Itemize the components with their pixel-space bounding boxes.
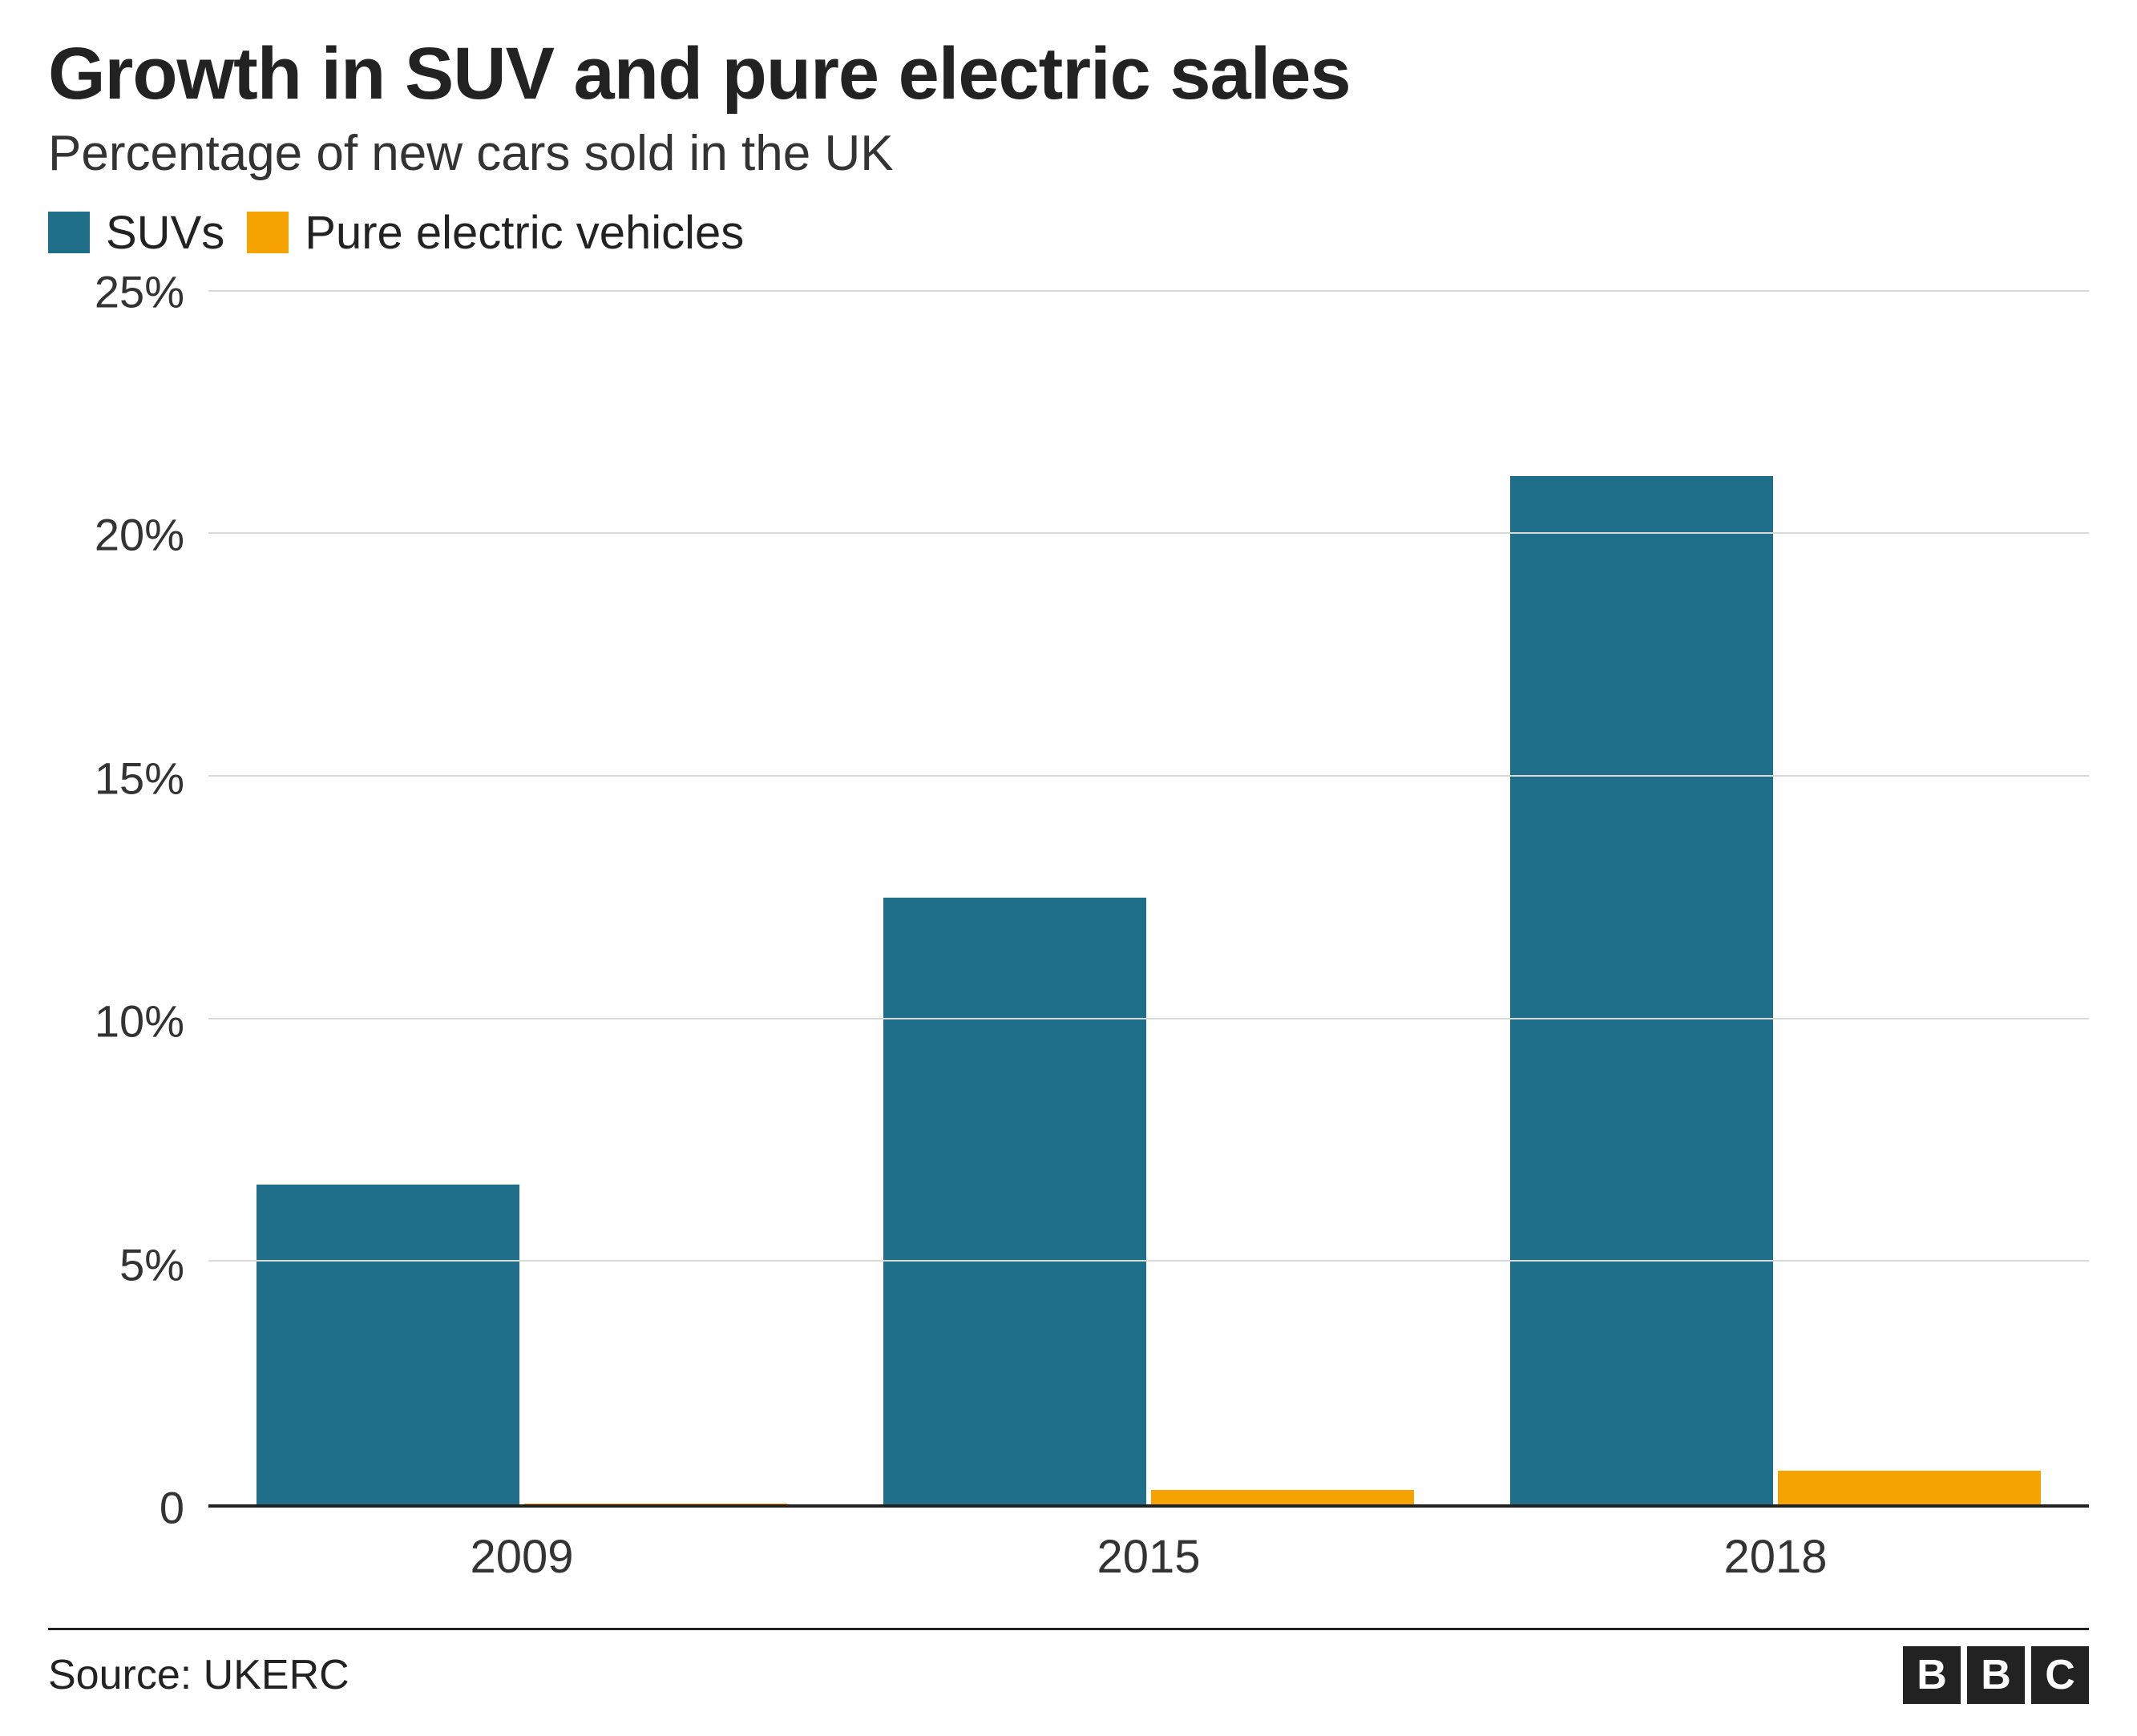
- y-tick-label: 20%: [95, 509, 184, 561]
- bbc-logo-block: B: [1903, 1646, 1961, 1704]
- bbc-logo: BBC: [1903, 1646, 2089, 1704]
- bar: [883, 898, 1146, 1504]
- y-tick-label: 0: [160, 1482, 184, 1534]
- x-tick-label: 2015: [835, 1508, 1462, 1604]
- gridline: [208, 1018, 2089, 1019]
- legend: SUVs Pure electric vehicles: [48, 206, 2089, 260]
- legend-swatch-evs: [247, 212, 289, 253]
- bar: [257, 1185, 519, 1504]
- legend-label-suvs: SUVs: [106, 206, 224, 260]
- chart-container: Growth in SUV and pure electric sales Pe…: [0, 0, 2137, 1736]
- y-tick-label: 10%: [95, 995, 184, 1048]
- gridline: [208, 532, 2089, 534]
- gridline: [208, 290, 2089, 292]
- y-tick-label: 15%: [95, 752, 184, 804]
- legend-item-evs: Pure electric vehicles: [247, 206, 744, 260]
- x-tick-label: 2018: [1462, 1508, 2089, 1604]
- chart-area: 05%10%15%20%25% 200920152018: [48, 292, 2089, 1604]
- y-tick-label: 25%: [95, 265, 184, 317]
- bar: [1151, 1490, 1414, 1504]
- y-axis: 05%10%15%20%25%: [48, 292, 208, 1508]
- source-label: Source: UKERC: [48, 1651, 349, 1699]
- chart-title: Growth in SUV and pure electric sales: [48, 32, 2089, 117]
- chart-subtitle: Percentage of new cars sold in the UK: [48, 125, 2089, 182]
- bar-group: [835, 292, 1462, 1504]
- legend-swatch-suvs: [48, 212, 90, 253]
- gridline: [208, 1260, 2089, 1262]
- x-tick-label: 2009: [208, 1508, 835, 1604]
- bbc-logo-block: B: [1967, 1646, 2025, 1704]
- gridline: [208, 775, 2089, 777]
- plot-area: [208, 292, 2089, 1508]
- bbc-logo-block: C: [2031, 1646, 2089, 1704]
- chart-footer: Source: UKERC BBC: [48, 1628, 2089, 1704]
- bar-groups: [208, 292, 2089, 1504]
- legend-label-evs: Pure electric vehicles: [305, 206, 744, 260]
- y-tick-label: 5%: [119, 1238, 184, 1290]
- bar-group: [208, 292, 835, 1504]
- bar: [1778, 1471, 2041, 1504]
- x-axis: 200920152018: [208, 1508, 2089, 1604]
- bar: [1510, 476, 1773, 1504]
- legend-item-suvs: SUVs: [48, 206, 224, 260]
- bar-group: [1462, 292, 2089, 1504]
